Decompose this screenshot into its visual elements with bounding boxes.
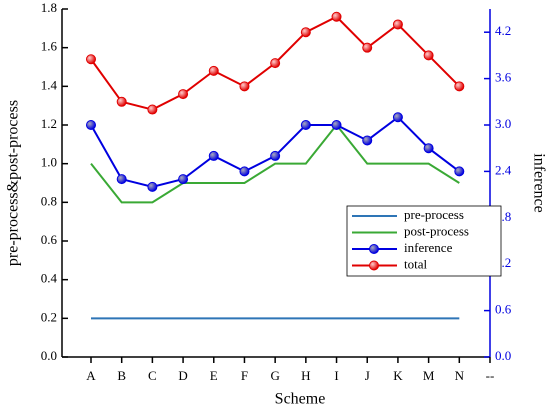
x-tick-label: N — [455, 368, 465, 383]
point — [86, 120, 96, 130]
y-tick-label: 0.2 — [41, 309, 57, 324]
y2-tick-label: 2.4 — [495, 162, 512, 177]
legend-label: pre-process — [404, 207, 464, 222]
x-tick-label: G — [270, 368, 279, 383]
point — [239, 166, 250, 177]
point — [423, 143, 434, 154]
point — [116, 174, 127, 185]
point — [270, 150, 281, 161]
x-tick-label: I — [334, 368, 338, 383]
x-tick-label: J — [365, 368, 370, 383]
y2-tick-label: 4.2 — [495, 23, 511, 38]
x-tick-label: H — [301, 368, 310, 383]
y-tick-label: 1.0 — [41, 155, 57, 170]
point — [423, 50, 434, 61]
x-tick-label: K — [393, 368, 403, 383]
x-tick-label: F — [241, 368, 248, 383]
point — [270, 58, 281, 69]
legend-label: total — [404, 256, 427, 271]
legend-marker — [369, 244, 379, 254]
x-tick-label: E — [210, 368, 218, 383]
y-tick-label: 1.4 — [41, 77, 58, 92]
legend-label: post-process — [404, 223, 469, 238]
point — [147, 181, 158, 192]
x-tick-label: B — [117, 368, 126, 383]
point — [454, 81, 465, 92]
x-tick-label: M — [423, 368, 435, 383]
point — [362, 42, 373, 53]
y2-tick-label: 3.0 — [495, 116, 511, 131]
y-axis-label: pre-process&post-process — [5, 100, 22, 266]
point — [116, 96, 127, 107]
point — [178, 89, 189, 100]
point — [362, 135, 373, 146]
y2-axis-label: inference — [530, 153, 547, 213]
y-tick-label: 0.0 — [41, 348, 57, 363]
series-line — [90, 123, 460, 204]
y-tick-label: 0.4 — [41, 271, 58, 286]
legend-label: inference — [404, 240, 453, 255]
point — [392, 19, 403, 30]
x-axis-label: Scheme — [275, 391, 326, 408]
point — [331, 11, 342, 22]
y2-tick-label: 3.6 — [495, 70, 512, 85]
point — [300, 120, 311, 130]
point — [239, 81, 250, 92]
x-tick-label: C — [148, 368, 157, 383]
y-tick-label: 1.6 — [41, 39, 58, 54]
point — [208, 150, 219, 161]
point — [147, 104, 158, 115]
x-tick-label: A — [86, 368, 96, 383]
y2-tick-label: 0.0 — [495, 348, 511, 363]
y-tick-label: 1.8 — [41, 0, 57, 15]
point — [300, 27, 311, 38]
point — [178, 174, 189, 185]
legend-marker — [369, 260, 379, 271]
y-tick-label: 0.8 — [41, 193, 57, 208]
y2-tick-label: 0.6 — [495, 302, 512, 317]
point — [208, 65, 219, 76]
y-tick-label: 0.6 — [41, 232, 58, 247]
point — [331, 120, 342, 130]
point — [392, 112, 403, 123]
x-tick-label: D — [178, 368, 187, 383]
y-tick-label: 1.2 — [41, 116, 57, 131]
point — [86, 54, 96, 65]
x-tick-label: -- — [486, 368, 495, 383]
point — [454, 166, 465, 177]
